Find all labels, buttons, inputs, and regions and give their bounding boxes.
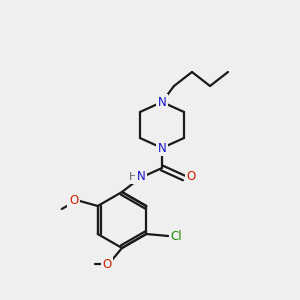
Text: O: O	[69, 194, 78, 206]
Text: O: O	[186, 170, 196, 184]
Text: O: O	[102, 259, 112, 272]
Text: N: N	[158, 95, 166, 109]
Text: H: H	[129, 172, 137, 182]
Text: Cl: Cl	[170, 230, 182, 242]
Text: N: N	[136, 170, 146, 184]
Text: N: N	[158, 142, 166, 154]
